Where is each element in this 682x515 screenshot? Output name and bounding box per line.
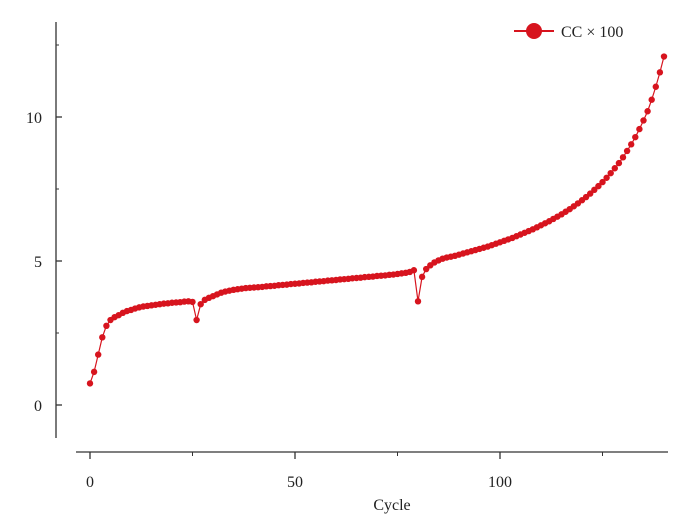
axes [55, 22, 668, 453]
data-point [90, 368, 98, 376]
data-point [599, 178, 606, 186]
data-point [86, 380, 94, 387]
data-point [648, 96, 655, 103]
data-point [603, 174, 610, 181]
legend-label: CC × 100 [561, 24, 623, 41]
data-point [660, 53, 668, 60]
data-point [595, 182, 602, 190]
data-point [611, 165, 618, 172]
x-axis-label: Cycle [373, 497, 410, 514]
data-point [193, 316, 200, 324]
y-tick-label: 5 [34, 254, 42, 271]
data-point [644, 108, 651, 115]
x-tick-label: 50 [287, 474, 303, 491]
data-point [99, 334, 106, 341]
data-point [623, 147, 631, 155]
x-ticks: 0 50 100 [86, 452, 603, 491]
x-tick-label: 100 [488, 474, 512, 491]
data-point [587, 190, 594, 197]
data-point [423, 265, 430, 273]
data-point [103, 322, 110, 329]
legend: CC × 100 [514, 23, 623, 41]
data-point [656, 69, 664, 76]
data-point [414, 298, 422, 305]
data-point [619, 154, 627, 161]
y-ticks: 0 5 10 [26, 44, 62, 415]
series-line [89, 56, 665, 384]
data-point [410, 267, 418, 274]
data-point [189, 298, 196, 306]
data-point [640, 117, 647, 124]
data-point [628, 141, 635, 148]
x-tick-label: 0 [86, 474, 94, 491]
series-layer [86, 53, 668, 387]
data-point [418, 273, 426, 281]
data-point [652, 83, 659, 90]
data-point [632, 133, 639, 141]
data-point [591, 186, 598, 194]
data-point [615, 159, 623, 167]
data-point [607, 169, 614, 177]
legend-marker-swatch [526, 23, 542, 39]
y-tick-label: 10 [26, 110, 42, 127]
data-point [197, 301, 204, 308]
data-point [95, 351, 102, 358]
y-tick-label: 0 [34, 398, 42, 415]
data-point [636, 125, 643, 133]
